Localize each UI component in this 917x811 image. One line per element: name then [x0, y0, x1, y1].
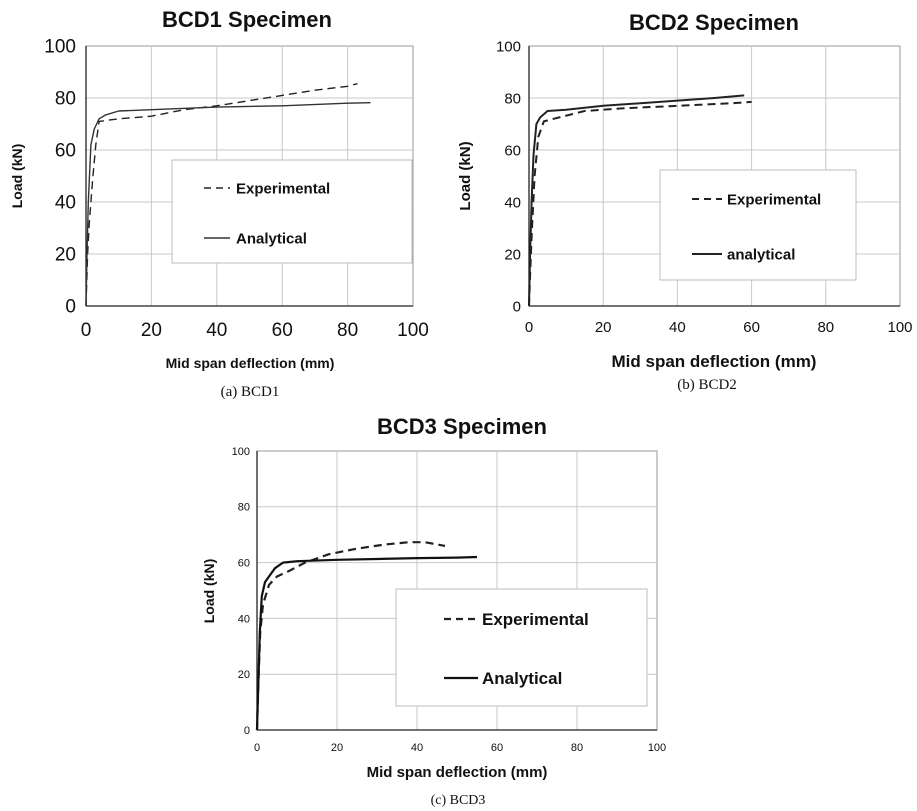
- x-tick-label: 80: [817, 319, 834, 336]
- y-tick-label: 0: [244, 725, 250, 737]
- legend-box: [395, 588, 648, 707]
- y-axis-label: Load (kN): [9, 144, 25, 209]
- y-tick-label: 20: [55, 245, 76, 266]
- x-tick-label: 100: [648, 742, 666, 754]
- legend-box: [171, 159, 413, 264]
- x-tick-label: 0: [254, 742, 260, 754]
- y-tick-label: 100: [232, 446, 250, 458]
- series-line-experimental: [255, 541, 446, 731]
- x-tick-label: 20: [331, 742, 343, 754]
- figure-caption: (b) BCD2: [677, 377, 737, 393]
- chart-3: BCD3 Specimen 0 20 40 60 80 100 0 20 40 60 80 100 Mid…: [201, 414, 666, 808]
- series-line-experimental: [528, 100, 752, 307]
- y-tick-label: 20: [504, 246, 521, 263]
- legend-label: Experimental: [236, 180, 330, 197]
- series-line-analytical: [255, 555, 478, 731]
- y-tick-label: 60: [55, 141, 76, 162]
- x-axis-label: Mid span deflection (mm): [612, 352, 817, 371]
- x-tick-label: 0: [81, 320, 92, 341]
- x-axis-label: Mid span deflection (mm): [367, 764, 548, 781]
- x-tick-label: 100: [887, 319, 912, 336]
- x-tick-label: 0: [525, 319, 533, 336]
- legend-label: Analytical: [236, 230, 307, 247]
- y-tick-label: 0: [513, 298, 521, 315]
- legend-label: Experimental: [727, 191, 821, 208]
- x-tick-label: 60: [491, 742, 503, 754]
- legend: Experimental Analytical: [395, 588, 648, 707]
- x-tick-label: 100: [397, 320, 429, 341]
- x-tick-label: 40: [669, 319, 686, 336]
- y-tick-label: 20: [238, 669, 250, 681]
- x-tick-label: 20: [141, 320, 162, 341]
- legend-label: analytical: [727, 246, 795, 263]
- x-tick-label: 60: [743, 319, 760, 336]
- legend: Experimental analytical: [659, 169, 857, 281]
- series-line-analytical: [85, 102, 371, 307]
- figure-caption: (c) BCD3: [431, 793, 486, 808]
- y-axis-label: Load (kN): [201, 559, 217, 624]
- y-tick-label: 100: [44, 37, 76, 58]
- y-axis-label: Load (kN): [457, 141, 474, 210]
- y-tick-label: 100: [496, 38, 521, 55]
- series-line-experimental: [85, 83, 358, 307]
- y-tick-label: 80: [504, 90, 521, 107]
- chart-1: BCD1 Specimen 0 20 40 60 80 100 0 20 40 60 80 100 Mid…: [9, 7, 429, 400]
- y-tick-label: 40: [504, 194, 521, 211]
- y-tick-label: 60: [238, 557, 250, 569]
- x-axis-label: Mid span deflection (mm): [166, 355, 335, 371]
- chart-2: BCD2 Specimen 0 20 40 60 80 100 0 20 40 60 80 100 Mid…: [457, 10, 913, 393]
- y-tick-label: 60: [504, 142, 521, 159]
- legend-box: [659, 169, 857, 281]
- y-tick-label: 80: [238, 502, 250, 514]
- y-tick-label: 40: [238, 613, 250, 625]
- legend-label: Experimental: [482, 610, 589, 629]
- x-tick-label: 40: [411, 742, 423, 754]
- x-tick-label: 20: [595, 319, 612, 336]
- chart-title: BCD1 Specimen: [162, 7, 332, 32]
- x-tick-label: 60: [272, 320, 293, 341]
- figure-caption: (a) BCD1: [221, 384, 280, 400]
- series-line-analytical: [528, 94, 745, 307]
- chart-title: BCD2 Specimen: [629, 10, 799, 35]
- y-tick-label: 0: [65, 297, 76, 318]
- x-tick-label: 80: [337, 320, 358, 341]
- legend: Experimental Analytical: [171, 159, 413, 264]
- x-tick-label: 80: [571, 742, 583, 754]
- y-tick-label: 80: [55, 89, 76, 110]
- legend-label: Analytical: [482, 669, 562, 688]
- chart-title: BCD3 Specimen: [377, 414, 547, 439]
- y-tick-label: 40: [55, 193, 76, 214]
- x-tick-label: 40: [206, 320, 227, 341]
